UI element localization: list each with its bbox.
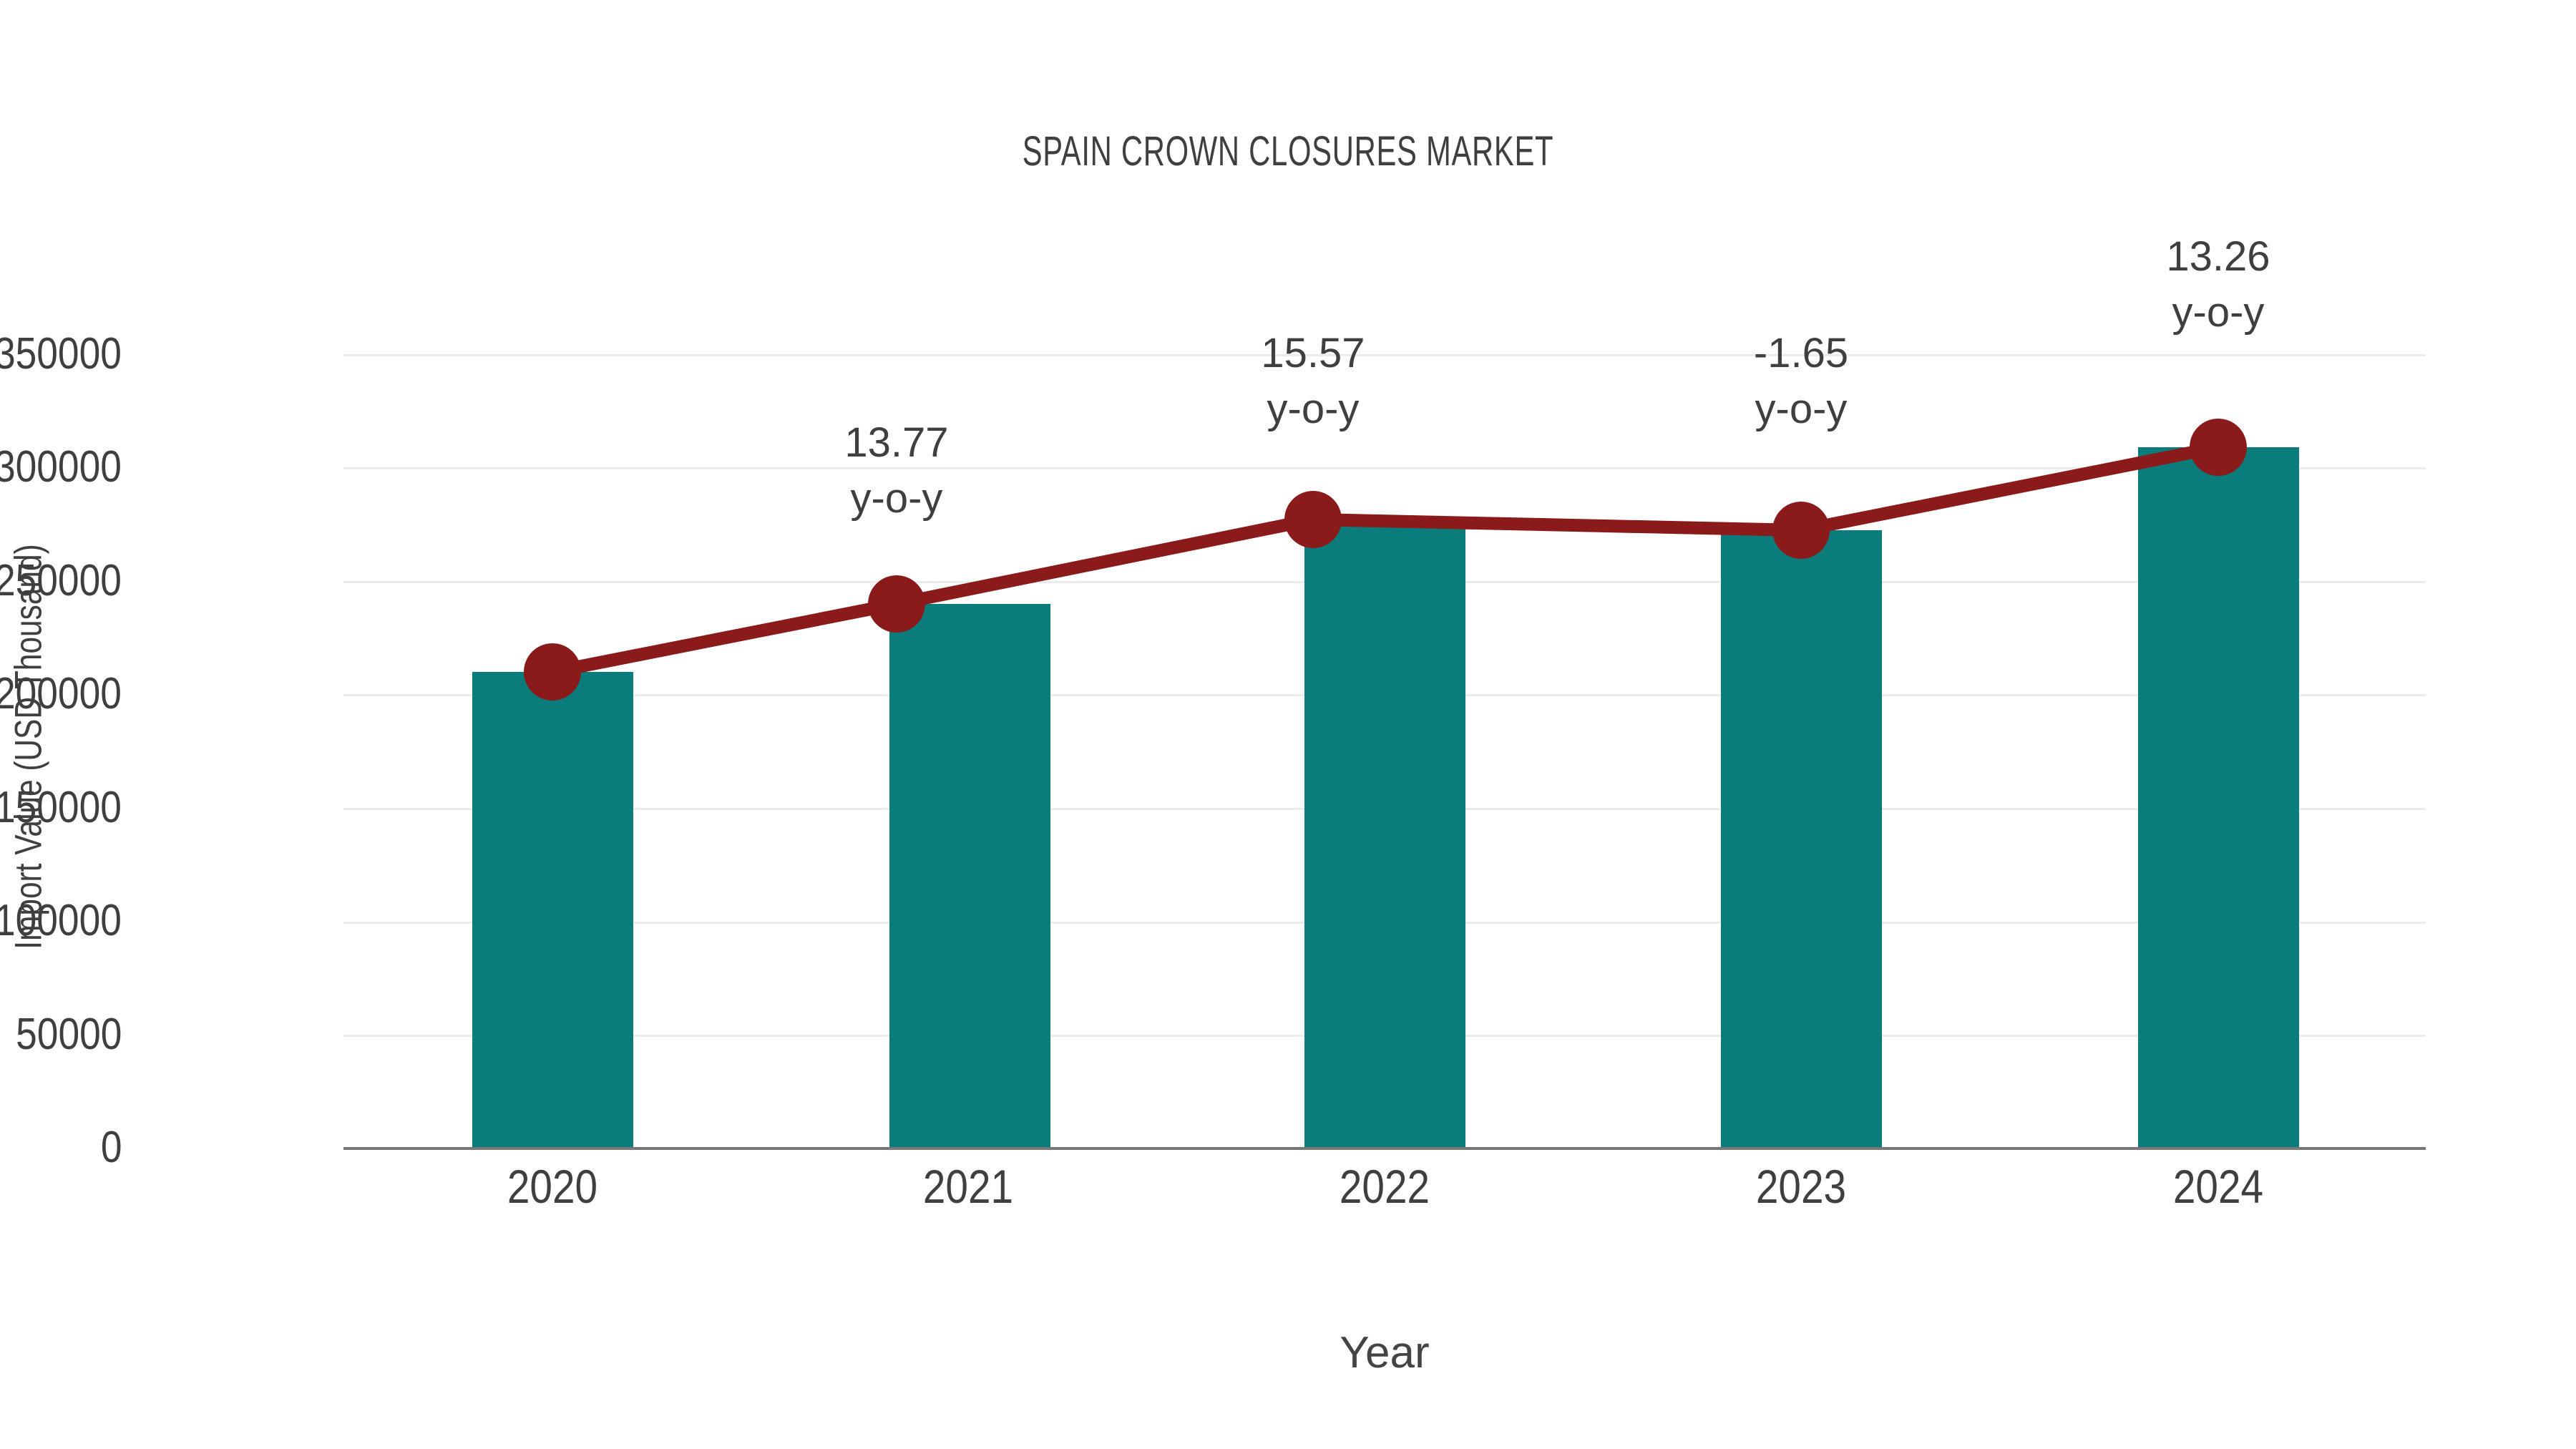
- x-tick-label-2022: 2022: [1339, 1160, 1430, 1213]
- data-label-2021-value: 13.77: [844, 419, 949, 466]
- gridline-300000: [343, 467, 2426, 469]
- y-tick-label-50000: 50000: [15, 1010, 122, 1059]
- data-label-2022: 15.57 y-o-y: [1177, 326, 1449, 437]
- x-axis-line: [343, 1147, 2426, 1150]
- y-tick-label-0: 0: [100, 1123, 122, 1172]
- data-label-2023-value: -1.65: [1753, 330, 1849, 376]
- data-label-2022-value: 15.57: [1261, 330, 1365, 376]
- plot-area: [343, 354, 2426, 1148]
- bar-2020[interactable]: [472, 672, 633, 1148]
- data-label-2021: 13.77 y-o-y: [761, 415, 1033, 527]
- x-axis-title: Year: [1340, 1328, 1430, 1377]
- x-tick-label-2023: 2023: [1755, 1160, 1847, 1213]
- y-tick-label-200000: 200000: [0, 669, 122, 718]
- data-label-2022-unit: y-o-y: [1267, 386, 1360, 432]
- y-axis-title-container: Import Value (USD Thousand): [0, 0, 57, 1449]
- y-tick-label-350000: 350000: [0, 329, 122, 379]
- data-label-2024-unit: y-o-y: [2172, 289, 2265, 336]
- data-label-2023-unit: y-o-y: [1755, 386, 1848, 432]
- bar-2024[interactable]: [2138, 447, 2299, 1148]
- data-label-2024-value: 13.26: [2166, 233, 2270, 280]
- data-label-2023: -1.65 y-o-y: [1665, 326, 1937, 437]
- data-label-2021-unit: y-o-y: [850, 475, 943, 522]
- x-tick-label-2021: 2021: [922, 1160, 1014, 1213]
- y-tick-label-150000: 150000: [0, 783, 122, 832]
- gridline-350000: [343, 354, 2426, 356]
- y-tick-label-300000: 300000: [0, 442, 122, 492]
- chart-title: SPAIN CROWN CLOSURES MARKET: [1022, 128, 1554, 175]
- bar-2021[interactable]: [889, 604, 1050, 1148]
- bar-2023[interactable]: [1721, 530, 1882, 1148]
- x-tick-label-2024: 2024: [2172, 1160, 2264, 1213]
- y-tick-label-250000: 250000: [0, 556, 122, 605]
- y-tick-label-100000: 100000: [0, 896, 122, 945]
- y-axis-title: Import Value (USD Thousand): [7, 544, 50, 950]
- x-tick-label-2020: 2020: [507, 1160, 598, 1213]
- data-label-2024: 13.26 y-o-y: [2082, 229, 2354, 341]
- bar-2022[interactable]: [1304, 519, 1465, 1148]
